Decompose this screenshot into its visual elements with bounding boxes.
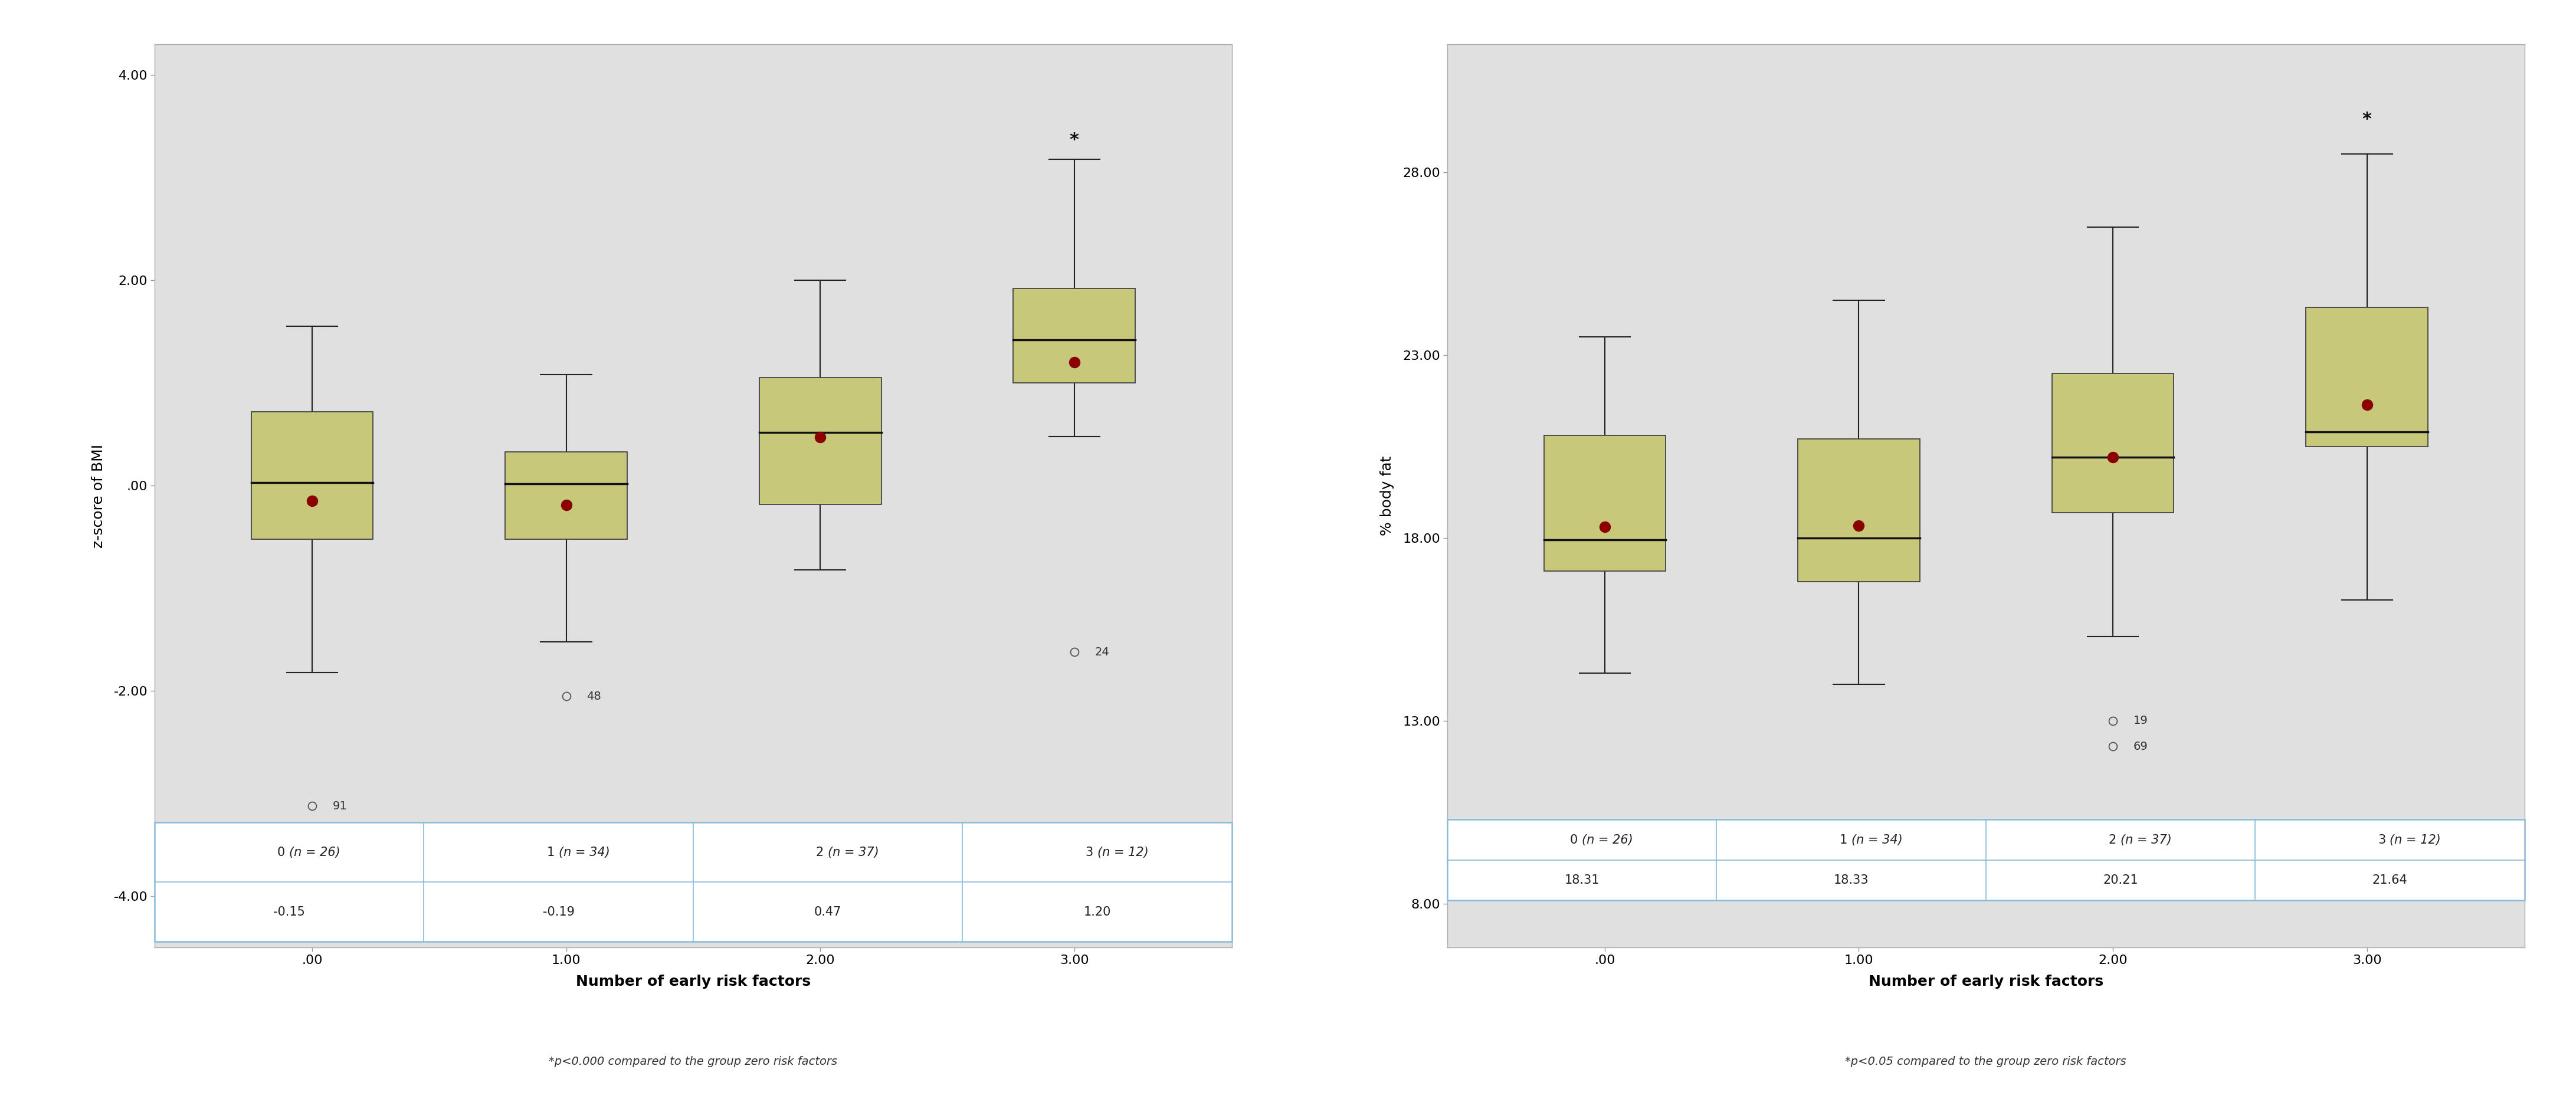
Text: 0: 0 bbox=[1571, 834, 1582, 845]
Text: (n = 12): (n = 12) bbox=[2391, 834, 2442, 845]
Y-axis label: z-score of BMI: z-score of BMI bbox=[90, 444, 106, 548]
Text: 3: 3 bbox=[1084, 846, 1097, 858]
Text: 18.33: 18.33 bbox=[1834, 874, 1868, 886]
FancyBboxPatch shape bbox=[250, 412, 374, 539]
Text: 91: 91 bbox=[332, 800, 348, 811]
Text: 48: 48 bbox=[587, 691, 600, 702]
Text: 0: 0 bbox=[278, 846, 289, 858]
Y-axis label: % body fat: % body fat bbox=[1381, 456, 1394, 536]
Text: 3: 3 bbox=[2378, 834, 2391, 845]
Text: 1: 1 bbox=[1839, 834, 1852, 845]
Text: 19: 19 bbox=[2133, 715, 2148, 726]
Text: *p<0.05 compared to the group zero risk factors: *p<0.05 compared to the group zero risk … bbox=[1844, 1056, 2125, 1068]
FancyBboxPatch shape bbox=[505, 452, 626, 539]
Text: *: * bbox=[1069, 132, 1079, 149]
FancyBboxPatch shape bbox=[155, 822, 1231, 941]
Text: (n = 34): (n = 34) bbox=[1852, 834, 1904, 845]
Text: 20.21: 20.21 bbox=[2102, 874, 2138, 886]
Text: -0.15: -0.15 bbox=[273, 906, 304, 918]
Text: *: * bbox=[2362, 111, 2372, 128]
Text: 24: 24 bbox=[1095, 647, 1110, 658]
X-axis label: Number of early risk factors: Number of early risk factors bbox=[574, 974, 811, 988]
Text: 2: 2 bbox=[817, 846, 827, 858]
Text: (n = 26): (n = 26) bbox=[289, 846, 340, 858]
FancyBboxPatch shape bbox=[2306, 307, 2429, 446]
FancyBboxPatch shape bbox=[1448, 820, 2524, 900]
Text: (n = 26): (n = 26) bbox=[1582, 834, 1633, 845]
FancyBboxPatch shape bbox=[1543, 435, 1667, 571]
Text: *p<0.000 compared to the group zero risk factors: *p<0.000 compared to the group zero risk… bbox=[549, 1056, 837, 1068]
Text: 2: 2 bbox=[2110, 834, 2120, 845]
Text: (n = 37): (n = 37) bbox=[827, 846, 878, 858]
Text: 21.64: 21.64 bbox=[2372, 874, 2409, 886]
Text: (n = 12): (n = 12) bbox=[1097, 846, 1149, 858]
Text: (n = 37): (n = 37) bbox=[2120, 834, 2172, 845]
Text: 1.20: 1.20 bbox=[1084, 906, 1110, 918]
FancyBboxPatch shape bbox=[760, 378, 881, 504]
Text: 69: 69 bbox=[2133, 741, 2148, 752]
Text: (n = 34): (n = 34) bbox=[559, 846, 611, 858]
Text: 18.31: 18.31 bbox=[1564, 874, 1600, 886]
FancyBboxPatch shape bbox=[2053, 374, 2174, 512]
FancyBboxPatch shape bbox=[1798, 440, 1919, 582]
Text: -0.19: -0.19 bbox=[544, 906, 574, 918]
Text: 0.47: 0.47 bbox=[814, 906, 842, 918]
Text: 1: 1 bbox=[546, 846, 559, 858]
FancyBboxPatch shape bbox=[1012, 289, 1136, 383]
X-axis label: Number of early risk factors: Number of early risk factors bbox=[1868, 974, 2105, 988]
